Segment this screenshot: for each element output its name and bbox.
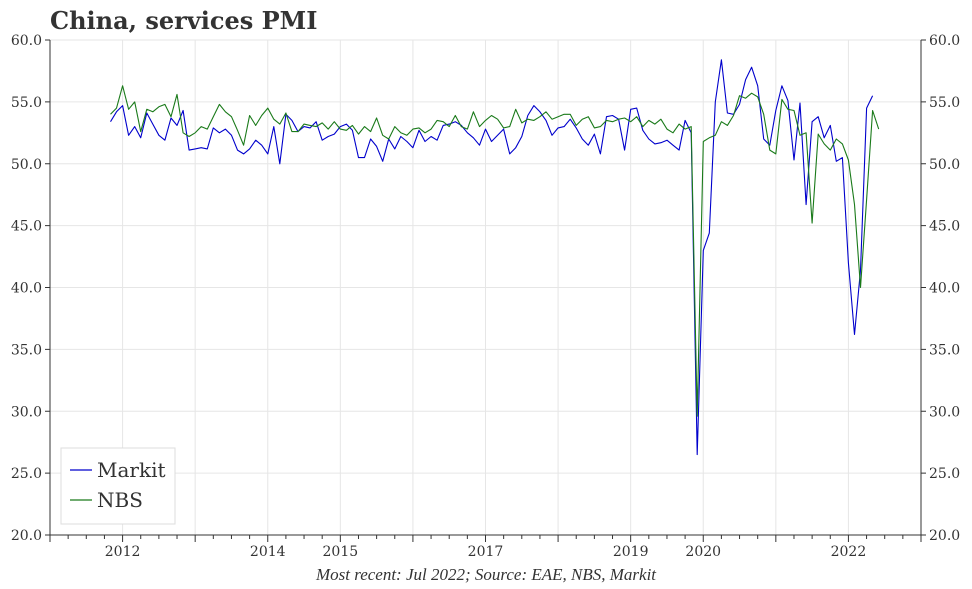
x-tick-label: 2022 — [831, 544, 867, 560]
legend-box — [60, 447, 176, 525]
y-tick-label-left: 50.0 — [11, 157, 42, 173]
series-line-markit — [110, 59, 874, 456]
x-tick-label: 2012 — [105, 544, 141, 560]
y-tick-label-right: 55.0 — [929, 95, 960, 111]
y-tick-label-right: 30.0 — [929, 404, 960, 420]
y-tick-label-right: 35.0 — [929, 342, 960, 358]
x-tick-label: 2019 — [613, 544, 649, 560]
legend-label-markit: Markit — [97, 458, 166, 482]
y-tick-label-left: 55.0 — [11, 95, 42, 111]
series-lines — [110, 59, 880, 456]
y-tick-label-right: 50.0 — [929, 157, 960, 173]
x-tick-label: 2014 — [250, 544, 286, 560]
y-tick-label-right: 25.0 — [929, 466, 960, 482]
y-tick-label-left: 45.0 — [11, 219, 42, 235]
y-tick-label-left: 25.0 — [11, 466, 42, 482]
y-tick-label-left: 20.0 — [11, 528, 42, 544]
chart-title: China, services PMI — [50, 6, 318, 35]
y-tick-label-left: 35.0 — [11, 342, 42, 358]
y-tick-label-left: 40.0 — [11, 281, 42, 297]
y-tick-label-right: 45.0 — [929, 219, 960, 235]
x-tick-label: 2020 — [685, 544, 721, 560]
y-tick-label-right: 40.0 — [929, 281, 960, 297]
legend-label-nbs: NBS — [97, 488, 143, 512]
series-line-nbs — [110, 85, 880, 417]
legend: Markit NBS — [60, 447, 176, 525]
x-tick-label: 2015 — [323, 544, 359, 560]
chart-footer: Most recent: Jul 2022; Source: EAE, NBS,… — [315, 565, 657, 584]
x-tick-label: 2017 — [468, 544, 504, 560]
y-tick-label-right: 60.0 — [929, 33, 960, 49]
y-tick-label-left: 30.0 — [11, 404, 42, 420]
y-tick-label-left: 60.0 — [11, 33, 42, 49]
ticks: 20.0 20.0 25.0 25.0 30.0 30.0 35.0 35.0 40.0 40.0… — [11, 33, 960, 560]
y-tick-label-right: 20.0 — [929, 528, 960, 544]
